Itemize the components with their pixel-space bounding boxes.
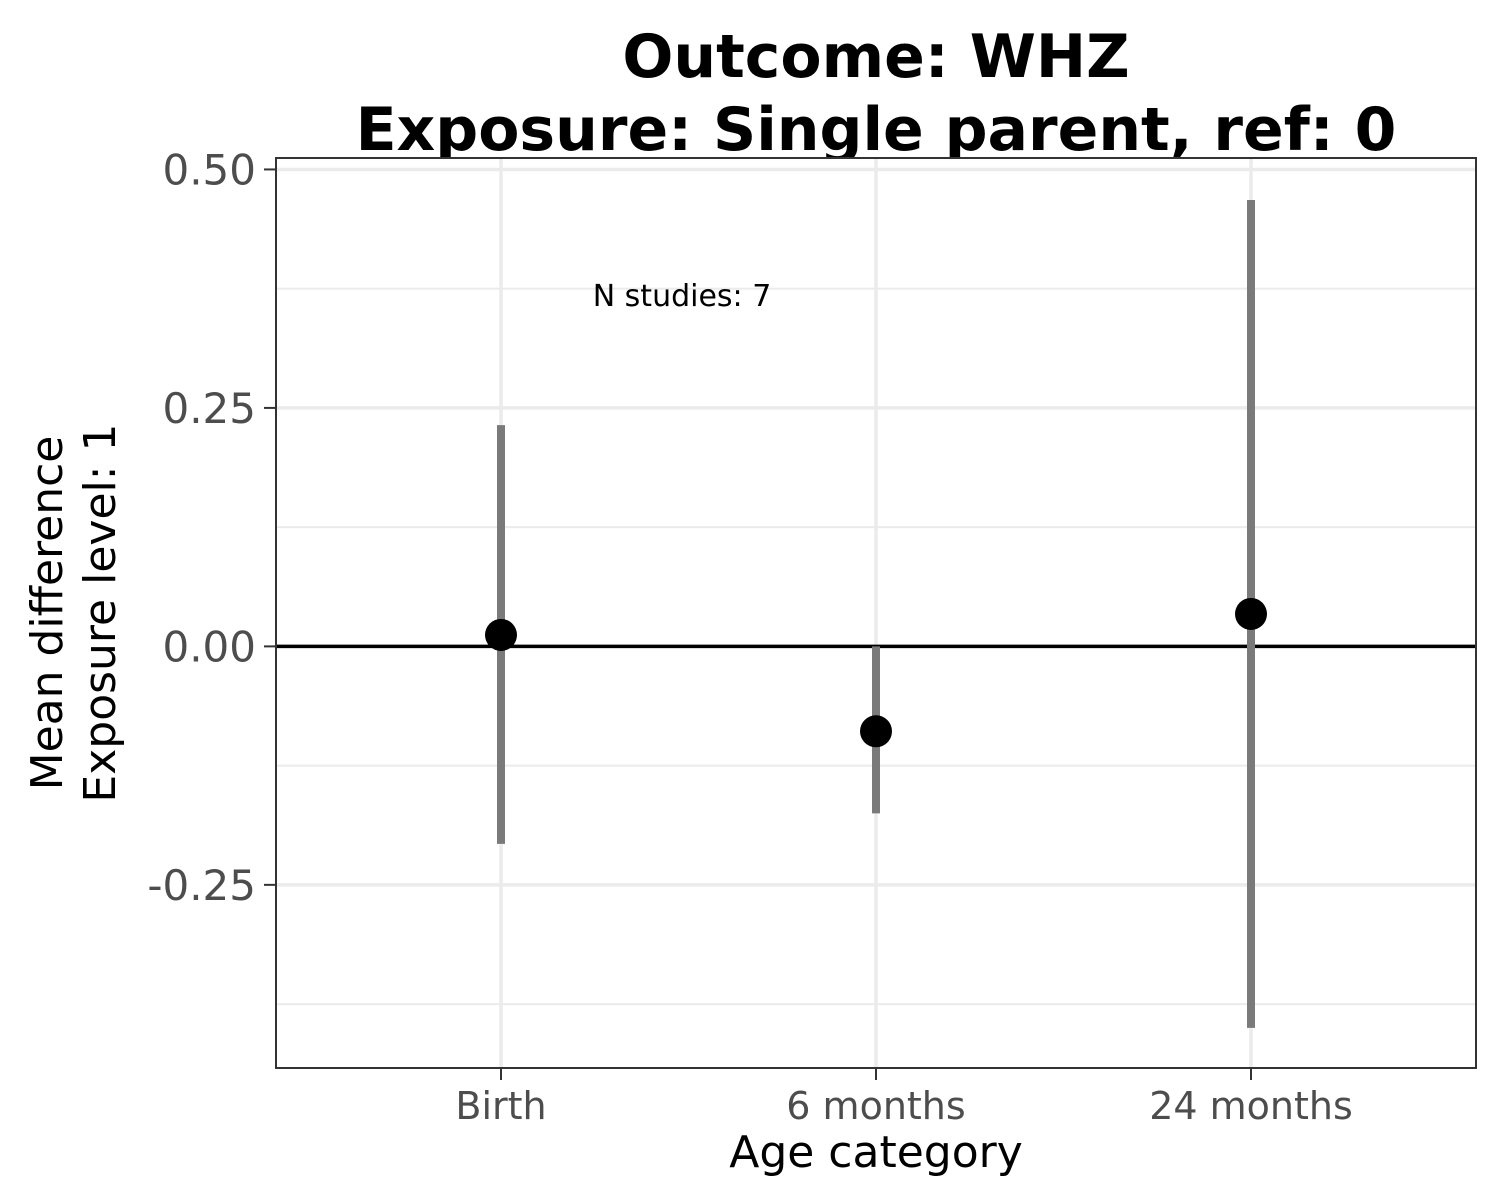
chart-title-line-1: Outcome: WHZ	[622, 22, 1129, 92]
point-estimate	[1235, 597, 1267, 630]
point-estimates	[485, 597, 1267, 748]
n-studies-annotation: N studies: 7	[593, 279, 772, 314]
x-axis-ticks: Birth 6 months 24 months	[455, 1068, 1353, 1128]
point-estimate	[485, 618, 517, 651]
chart-title-line-2: Exposure: Single parent, ref: 0	[356, 95, 1397, 165]
y-tick-label: 0.00	[162, 622, 256, 671]
y-axis-title-line-2: Exposure level: 1	[75, 423, 126, 802]
x-axis-title: Age category	[729, 1127, 1023, 1178]
y-axis-title-line-1: Mean difference	[22, 436, 73, 791]
point-estimate	[860, 715, 892, 748]
x-tick-label: 24 months	[1149, 1084, 1353, 1128]
x-tick-label: Birth	[455, 1084, 546, 1128]
x-tick-label: 6 months	[786, 1084, 965, 1128]
y-tick-label: 0.25	[162, 384, 256, 433]
y-tick-label: -0.25	[147, 861, 256, 910]
y-axis-ticks: -0.25 0.00 0.25 0.50	[147, 145, 276, 910]
y-tick-label: 0.50	[162, 145, 256, 194]
